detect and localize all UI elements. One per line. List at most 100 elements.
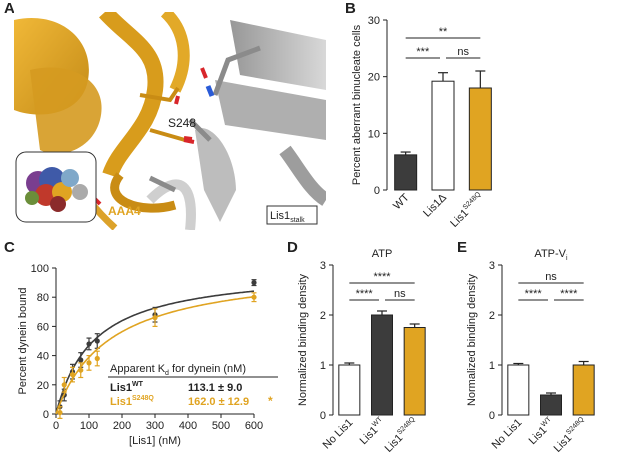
gold-ribbon (99, 12, 164, 178)
y-tick-label: 1 (489, 360, 495, 372)
data-point (61, 382, 67, 388)
data-point (152, 315, 158, 321)
gold-helix (30, 67, 102, 154)
gray-sidechain (188, 118, 212, 142)
significance-label: **** (525, 288, 543, 300)
kd-table-title: Apparent Kd for dynein (nM) (110, 363, 246, 377)
data-point (86, 341, 92, 347)
significance-label: ns (545, 271, 557, 283)
significance-label: **** (560, 288, 578, 300)
panel-letter-c: C (4, 239, 15, 256)
y-tick-label: 3 (320, 260, 326, 272)
x-tick-label: 300 (146, 420, 164, 432)
kd-row-value: 162.0 ± 12.9 (188, 396, 249, 408)
panel-letter-a: A (4, 0, 15, 17)
y-axis-label: Percent aberrant binucleate cells (351, 24, 363, 185)
svg-text:Lis1stalk: Lis1stalk (270, 210, 305, 224)
gold-loop (110, 172, 177, 213)
category-label: Lis1S248Q (551, 416, 590, 455)
stalk-label: Lis1 (270, 210, 290, 222)
significance-label: **** (373, 271, 391, 283)
y-tick-label: 2 (489, 310, 495, 322)
bar (403, 327, 426, 416)
data-point (86, 360, 92, 366)
y-tick-label: 2 (320, 310, 326, 322)
gold-sidechain (139, 86, 180, 103)
x-tick-label: 600 (245, 420, 263, 432)
y-tick-label: 60 (37, 321, 49, 333)
bar (572, 364, 595, 416)
bar (371, 314, 393, 416)
gold-ribbon (160, 12, 190, 93)
category-label: Lis1S248Q (382, 416, 421, 455)
y-tick-label: 0 (43, 409, 49, 421)
data-point (251, 294, 257, 300)
significance-label: ns (457, 46, 469, 58)
y-tick-label: 100 (31, 263, 49, 275)
gray-sidechain (148, 175, 177, 193)
y-axis-label: Percent dynein bound (17, 287, 29, 394)
category-label: Lis1S248Q (448, 191, 487, 230)
y-tick-label: 80 (37, 292, 49, 304)
bar (338, 364, 361, 416)
chart-panel-b: 0 10 20 30 Percent aberrant binucleate cells… (351, 15, 492, 230)
y-tick-label: 10 (368, 128, 380, 140)
bar (507, 364, 530, 416)
significance-label: *** (416, 46, 430, 58)
gray-sheet (215, 80, 326, 140)
domain-label: AAA4 (108, 204, 141, 218)
panel-letter-b: B (345, 0, 356, 17)
bar (394, 154, 418, 191)
category-label: Lis1Δ (421, 191, 449, 219)
residue-label: S248 (168, 116, 196, 130)
chart-title: ATP-Vi (534, 248, 568, 262)
data-point (69, 371, 76, 378)
chart-panel-c: 0 20 40 60 80 100 0 100 200 300 400 500 600 [Lis1] (n… (17, 263, 278, 447)
y-tick-label: 20 (368, 72, 380, 84)
panel-letter-e: E (457, 239, 468, 256)
y-tick-label: 30 (368, 15, 380, 27)
structure-panel: S248 AAA4 Lis1stalk (14, 12, 326, 230)
x-tick-label: 500 (212, 420, 230, 432)
y-tick-label: 0 (489, 410, 495, 422)
data-point (78, 367, 84, 373)
x-tick-label: 200 (113, 420, 131, 432)
data-point (251, 280, 257, 286)
category-label: Lis1WT (357, 415, 389, 447)
y-tick-label: 20 (37, 380, 49, 392)
significance-label: ** (439, 26, 448, 38)
bar (431, 80, 455, 191)
bar (468, 87, 492, 191)
significance-label: **** (356, 288, 374, 300)
y-tick-label: 0 (320, 410, 326, 422)
gray-loop (146, 179, 196, 230)
panel-letter-d: D (287, 239, 298, 256)
y-tick-label: 40 (37, 351, 49, 363)
kd-row-star: * (268, 394, 273, 408)
category-label: Lis1WT (526, 415, 558, 447)
y-tick-label: 0 (374, 185, 380, 197)
x-tick-label: 0 (53, 420, 59, 432)
chart-title: ATP (372, 248, 393, 260)
gold-sidechain (149, 128, 186, 142)
y-tick-label: 3 (489, 260, 495, 272)
gray-loop (279, 145, 326, 206)
kd-row-name: Lis1WT (110, 381, 144, 394)
category-label: WT (391, 191, 412, 212)
y-tick-label: 1 (320, 360, 326, 372)
stalk-label-sub: stalk (290, 217, 305, 224)
gray-sidechain (212, 45, 261, 96)
data-point (57, 409, 63, 416)
x-tick-label: 400 (179, 420, 197, 432)
y-axis-label: Normalized binding density (297, 273, 309, 406)
kd-row-name: Lis1S248Q (110, 395, 154, 408)
y-axis-label: Normalized binding density (466, 273, 478, 406)
data-point (94, 355, 100, 362)
gray-sheet (195, 128, 236, 222)
inset-thumbnail (15, 151, 97, 223)
bar (540, 394, 562, 416)
data-point (78, 357, 84, 363)
